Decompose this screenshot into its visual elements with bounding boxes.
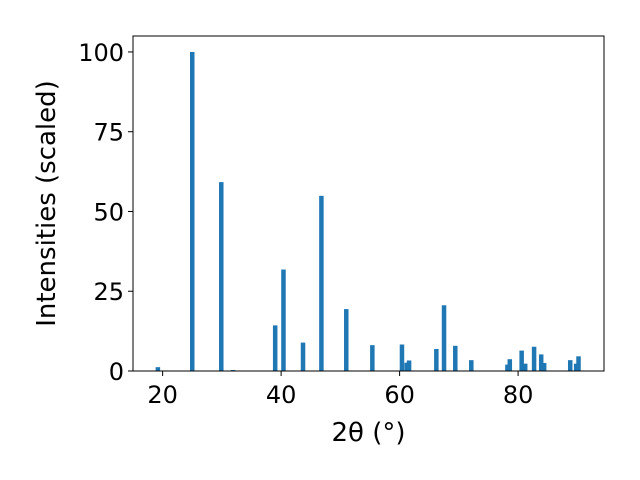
x-axis-label: 2θ (°) bbox=[331, 418, 405, 448]
y-axis-label: Intensities (scaled) bbox=[32, 80, 62, 327]
y-tick-label: 50 bbox=[93, 198, 124, 226]
plot-frame bbox=[132, 35, 605, 372]
bar bbox=[219, 182, 224, 371]
bar bbox=[434, 348, 439, 371]
bar bbox=[406, 360, 412, 371]
bar bbox=[576, 356, 581, 371]
x-tick-label: 60 bbox=[384, 381, 415, 409]
bar bbox=[319, 195, 324, 371]
bar bbox=[155, 367, 161, 371]
bar bbox=[300, 342, 306, 371]
y-tick-label: 100 bbox=[78, 39, 124, 67]
bar bbox=[469, 360, 474, 371]
bar bbox=[531, 346, 537, 371]
bar bbox=[404, 362, 409, 371]
x-tick-label: 80 bbox=[503, 381, 534, 409]
bar bbox=[281, 269, 286, 371]
bar bbox=[505, 364, 510, 371]
bar bbox=[567, 360, 573, 371]
bar bbox=[272, 325, 278, 371]
bar bbox=[399, 344, 405, 371]
bars-group bbox=[155, 51, 581, 371]
bar bbox=[453, 345, 458, 371]
x-tick-label: 40 bbox=[266, 381, 297, 409]
x-ticks: 20 40 60 80 bbox=[147, 371, 533, 409]
bar bbox=[441, 305, 447, 371]
y-tick-label: 75 bbox=[93, 119, 124, 147]
bar bbox=[573, 363, 579, 371]
bar bbox=[519, 350, 524, 371]
bar bbox=[190, 51, 195, 371]
bar bbox=[370, 345, 375, 371]
bar bbox=[507, 359, 513, 371]
x-tick-label: 20 bbox=[147, 381, 178, 409]
y-tick-label: 25 bbox=[93, 278, 124, 306]
bar bbox=[541, 363, 547, 371]
y-ticks: 0 25 50 75 100 bbox=[78, 39, 133, 386]
bar bbox=[538, 354, 544, 371]
bar bbox=[344, 309, 349, 371]
y-tick-label: 0 bbox=[109, 358, 124, 386]
bar bbox=[522, 363, 528, 371]
